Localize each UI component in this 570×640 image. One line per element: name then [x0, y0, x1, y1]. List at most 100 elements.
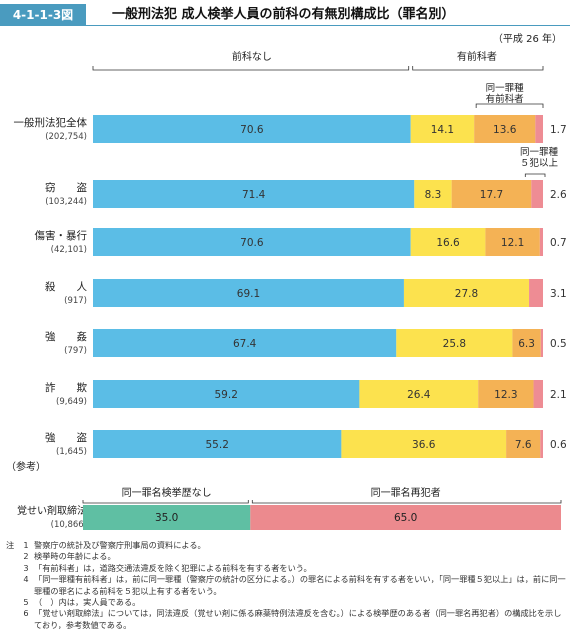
data-label: 6.3 — [518, 338, 535, 350]
footnote-text: 「覚せい剤取締法」については，同法違反（覚せい剤に係る麻薬特例法違反を含む。）に… — [34, 608, 562, 630]
header-divider — [86, 25, 570, 26]
footnote-item: 3 「有前科者」は，道路交通法違反を除く犯罪による前科を有する者をいう。 — [6, 563, 566, 574]
bar-segment-no-record — [93, 380, 360, 408]
header-with-record: 有前科者 — [457, 50, 497, 63]
category-count: (202,754) — [45, 132, 87, 142]
data-label: 71.4 — [242, 189, 266, 201]
data-label: 2.1 — [550, 389, 567, 401]
footnote-text: 「有前科者」は，道路交通法違反を除く犯罪による前科を有する者をいう。 — [34, 562, 312, 573]
year-note: （平成 26 年） — [492, 34, 562, 45]
ref-segment-none — [83, 505, 251, 530]
footnotes: 注 1 警察庁の統計及び警察庁刑事局の資料による。 2 検挙時の年齢による。 3 「有前科者… — [6, 540, 566, 631]
data-label: 26.4 — [407, 389, 431, 401]
footnote-number: 5 — [23, 597, 29, 608]
data-label: 55.2 — [206, 439, 229, 451]
bar-segment-same-type — [478, 380, 534, 408]
footnote-item: 注 1 警察庁の統計及び警察庁刑事局の資料による。 — [6, 540, 566, 551]
footnote-item: 4 「同一罪種有前科者」は，前に同一罪種（警察庁の統計の区分による。）の罪名による… — [6, 574, 566, 597]
header-same-type-5plus: ５犯以上 — [520, 158, 559, 169]
data-label: 25.8 — [443, 338, 466, 350]
data-label: 12.3 — [494, 389, 517, 401]
footnote-head: 注 — [6, 540, 15, 550]
data-label: 16.6 — [436, 237, 460, 249]
category-count: (797) — [64, 346, 87, 356]
data-label: 36.6 — [412, 439, 436, 451]
data-label: 14.1 — [431, 124, 454, 136]
data-label: 0.7 — [550, 237, 567, 249]
category-count: (103,244) — [45, 197, 87, 207]
stacked-bar-chart: 前科なし 有前科者同一罪種有前科者同一罪種５犯以上一般刑法犯全体(202,754)… — [6, 50, 567, 530]
data-label: 12.1 — [501, 237, 524, 249]
bar-segment-same-type-5plus — [531, 180, 543, 208]
bar-segment-same-type-5plus — [533, 380, 543, 408]
data-label: 1.7 — [550, 124, 567, 136]
bar-segment-no-record — [93, 180, 415, 208]
bar-segment-other-record — [403, 279, 530, 307]
bar-segment-same-type-5plus — [539, 228, 543, 256]
category-count: (9,649) — [56, 397, 87, 407]
footnote-number: 2 — [23, 551, 29, 562]
footnote-head — [6, 551, 18, 562]
category-label: 強 盗 — [45, 431, 87, 444]
ref-data-label: 35.0 — [155, 512, 178, 524]
footnote-number: 4 — [23, 574, 29, 585]
footnote-number: 6 — [23, 608, 29, 619]
header-no-record: 前科なし — [232, 50, 272, 63]
bracket-same-type-5plus — [524, 173, 546, 177]
reference-label: （参考） — [6, 460, 46, 473]
figure-number: 4-1-1-3図 — [0, 4, 86, 26]
ref-header-same: 同一罪名再犯者 — [371, 486, 441, 499]
category-count: (1,645) — [56, 447, 87, 457]
header-same-type-5plus: 同一罪種 — [520, 147, 559, 158]
bar-segment-no-record — [93, 115, 411, 143]
bar-segment-same-type — [451, 180, 532, 208]
header-same-type: 同一罪種 — [486, 83, 525, 94]
footnote-text: 警察庁の統計及び警察庁刑事局の資料による。 — [34, 540, 206, 550]
bar-segment-other-record — [414, 180, 452, 208]
bracket-with-record — [412, 66, 544, 71]
bracket-ref-none — [82, 500, 249, 504]
bar-segment-same-type — [506, 430, 541, 458]
data-label: 2.6 — [550, 189, 567, 201]
bracket-no-record — [92, 66, 410, 71]
figure-title: 一般刑法犯 成人検挙人員の前科の有無別構成比（罪名別） — [112, 7, 455, 22]
footnote-number: 1 — [23, 540, 29, 550]
bracket-same-type — [475, 103, 544, 108]
data-label: 27.8 — [455, 288, 478, 300]
data-label: 70.6 — [240, 237, 264, 249]
data-label: 8.3 — [425, 189, 442, 201]
bar-segment-other-record — [396, 329, 513, 357]
ref-segment-same — [250, 505, 562, 530]
footnote-item: 6 「覚せい剤取締法」については，同法違反（覚せい剤に係る麻薬特例法違反を含む。）… — [6, 608, 566, 631]
category-count: (917) — [64, 296, 87, 306]
category-label: 強 姦 — [45, 330, 87, 343]
footnote-text: 検挙時の年齢による。 — [34, 551, 116, 562]
ref-data-label: 65.0 — [394, 512, 417, 524]
bar-segment-other-record — [410, 228, 486, 256]
data-label: 69.1 — [237, 288, 260, 300]
bar-segment-no-record — [93, 228, 411, 256]
category-label: 傷害・暴行 — [35, 229, 88, 242]
bar-segment-same-type — [474, 115, 536, 143]
header-same-type: 有前科者 — [486, 93, 524, 105]
category-label: 一般刑法犯全体 — [14, 116, 88, 129]
data-label: 17.7 — [480, 189, 503, 201]
footnote-head — [6, 597, 18, 608]
ref-category-label: 覚せい剤取締法 — [17, 504, 87, 517]
data-label: 67.4 — [233, 338, 257, 350]
data-label: 70.6 — [240, 124, 264, 136]
bracket-ref-same — [251, 500, 562, 504]
bar-segment-no-record — [93, 430, 342, 458]
data-label: 3.1 — [550, 288, 567, 300]
category-count: (42,101) — [51, 245, 87, 255]
category-label: 殺 人 — [45, 280, 87, 293]
bar-segment-same-type-5plus — [529, 279, 543, 307]
footnote-head — [6, 608, 18, 631]
data-label: 7.6 — [515, 439, 532, 451]
bar-segment-no-record — [93, 279, 404, 307]
ref-category-count: (10,866) — [51, 520, 87, 530]
bar-segment-same-type — [485, 228, 540, 256]
bar-segment-same-type — [512, 329, 541, 357]
data-label: 0.6 — [550, 439, 567, 451]
bar-segment-same-type-5plus — [540, 329, 543, 357]
